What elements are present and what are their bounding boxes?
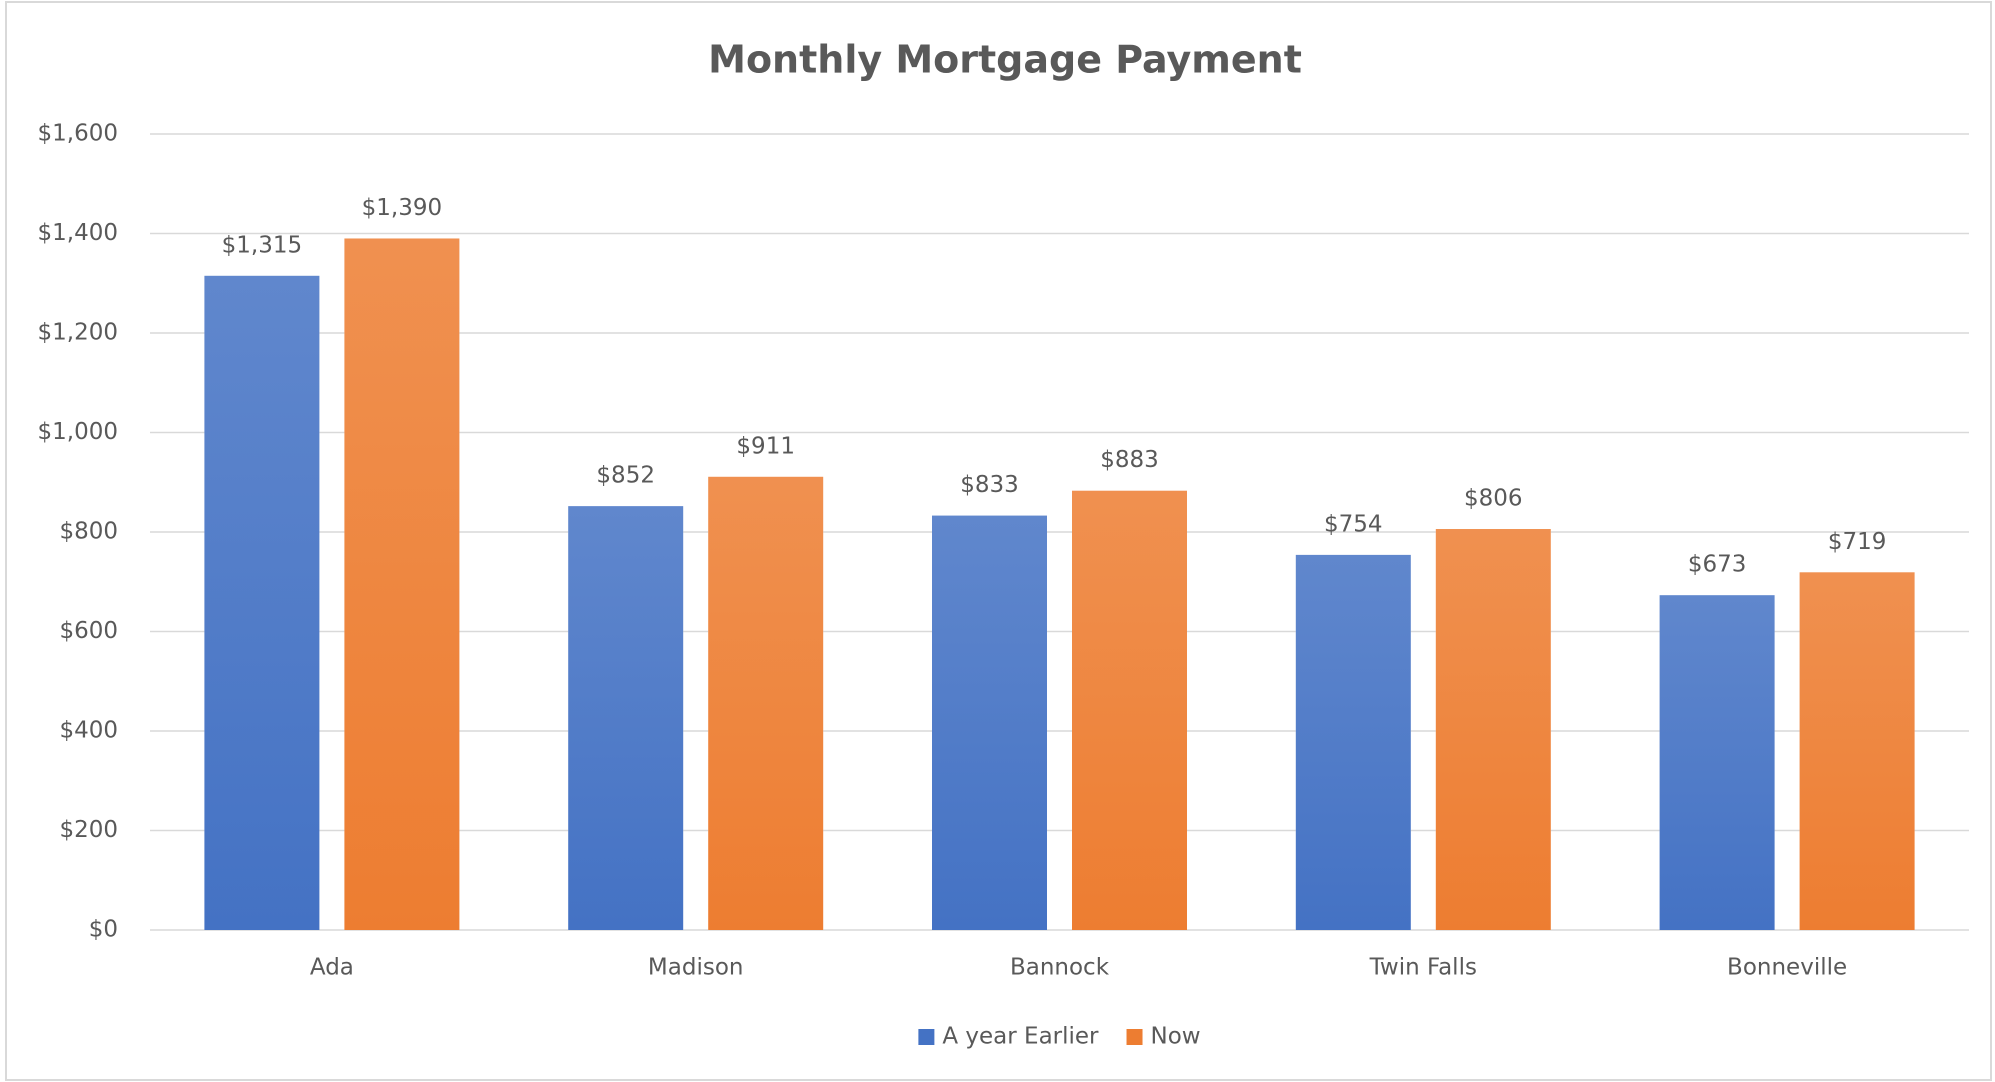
y-tick-label: $800 <box>59 519 118 545</box>
y-tick-label: $200 <box>59 817 118 843</box>
value-label: $883 <box>1100 447 1159 473</box>
bar <box>204 275 320 931</box>
x-tick-label: Bonneville <box>1727 955 1847 981</box>
value-label: $806 <box>1464 486 1523 512</box>
value-label: $1,315 <box>222 232 302 258</box>
chart-title: Monthly Mortgage Payment <box>708 38 1302 82</box>
y-tick-label: $600 <box>59 618 118 644</box>
x-tick-label: Twin Falls <box>1369 955 1477 981</box>
y-tick-label: $400 <box>59 718 118 744</box>
bar <box>1295 554 1411 930</box>
bar <box>344 238 460 931</box>
bar <box>1799 572 1915 930</box>
x-tick-label: Madison <box>648 955 744 981</box>
y-tick-label: $1,600 <box>38 121 118 147</box>
value-label: $754 <box>1324 511 1383 537</box>
value-label: $911 <box>736 433 795 459</box>
bar <box>1072 490 1187 930</box>
x-tick-label: Bannock <box>1010 955 1110 981</box>
bar <box>708 476 824 930</box>
legend-label: A year Earlier <box>942 1024 1099 1050</box>
legend-swatch <box>1126 1029 1143 1045</box>
bar <box>932 515 1047 930</box>
value-label: $673 <box>1688 552 1747 578</box>
y-tick-label: $1,200 <box>38 320 118 346</box>
value-label: $852 <box>596 463 655 489</box>
y-tick-label: $0 <box>89 917 118 943</box>
value-label: $1,390 <box>362 195 442 221</box>
x-tick-label: Ada <box>310 955 354 981</box>
y-tick-label: $1,400 <box>38 220 118 246</box>
value-label: $833 <box>960 472 1019 498</box>
legend-swatch <box>918 1029 935 1045</box>
bar <box>568 506 684 930</box>
bar <box>1435 529 1551 930</box>
y-tick-label: $1,000 <box>38 419 118 445</box>
bar <box>1659 595 1775 930</box>
legend-label: Now <box>1151 1024 1201 1050</box>
value-label: $719 <box>1828 529 1887 555</box>
